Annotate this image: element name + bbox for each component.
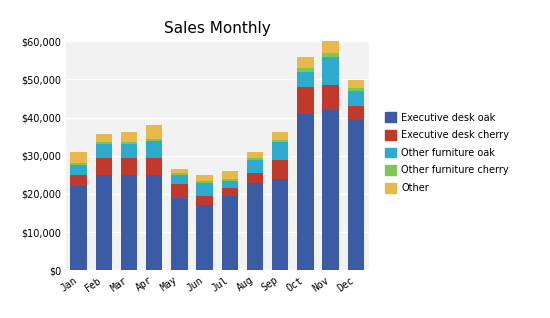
Bar xyxy=(298,57,313,68)
Bar xyxy=(348,120,364,270)
Bar xyxy=(196,183,213,196)
Bar xyxy=(298,72,313,87)
Bar xyxy=(348,88,364,91)
Bar xyxy=(70,186,87,270)
Bar xyxy=(272,140,288,142)
Legend: Executive desk oak, Executive desk cherry, Other furniture oak, Other furniture : Executive desk oak, Executive desk cherr… xyxy=(382,109,512,196)
Bar xyxy=(171,173,188,175)
Bar xyxy=(298,87,313,114)
Bar xyxy=(272,132,288,140)
Bar xyxy=(171,169,188,173)
Bar xyxy=(247,152,263,158)
Bar xyxy=(96,175,112,270)
Bar xyxy=(96,158,112,175)
Bar xyxy=(146,175,162,270)
Bar xyxy=(247,160,263,173)
Bar xyxy=(146,139,162,141)
Bar xyxy=(348,80,364,88)
Bar xyxy=(146,141,162,158)
Bar xyxy=(222,181,238,188)
Bar xyxy=(348,106,364,120)
Title: Sales Monthly: Sales Monthly xyxy=(164,21,271,36)
Bar xyxy=(298,68,313,72)
Bar xyxy=(247,183,263,270)
Bar xyxy=(171,175,188,184)
Bar xyxy=(121,158,137,175)
Bar xyxy=(272,179,288,270)
Bar xyxy=(272,160,288,179)
Bar xyxy=(146,158,162,175)
Bar xyxy=(96,144,112,158)
Bar xyxy=(322,85,339,110)
Bar xyxy=(322,41,339,53)
Bar xyxy=(96,142,112,144)
Bar xyxy=(348,91,364,106)
Bar xyxy=(222,171,238,179)
Bar xyxy=(247,173,263,183)
Bar xyxy=(96,134,112,142)
Bar xyxy=(196,196,213,205)
Bar xyxy=(272,142,288,160)
Bar xyxy=(146,125,162,139)
Bar xyxy=(171,198,188,270)
Bar xyxy=(322,110,339,270)
Bar xyxy=(121,132,137,142)
Bar xyxy=(121,144,137,158)
Bar xyxy=(121,175,137,270)
Bar xyxy=(171,184,188,198)
Bar xyxy=(70,165,87,175)
Bar xyxy=(222,188,238,196)
Bar xyxy=(222,196,238,270)
Bar xyxy=(322,53,339,57)
Bar xyxy=(121,142,137,144)
Bar xyxy=(322,57,339,85)
Bar xyxy=(70,163,87,165)
Bar xyxy=(222,179,238,181)
Bar xyxy=(196,181,213,183)
Bar xyxy=(70,175,87,186)
Bar xyxy=(247,158,263,160)
Bar xyxy=(196,205,213,270)
Bar xyxy=(298,114,313,270)
Bar xyxy=(196,175,213,181)
Bar xyxy=(70,152,87,163)
